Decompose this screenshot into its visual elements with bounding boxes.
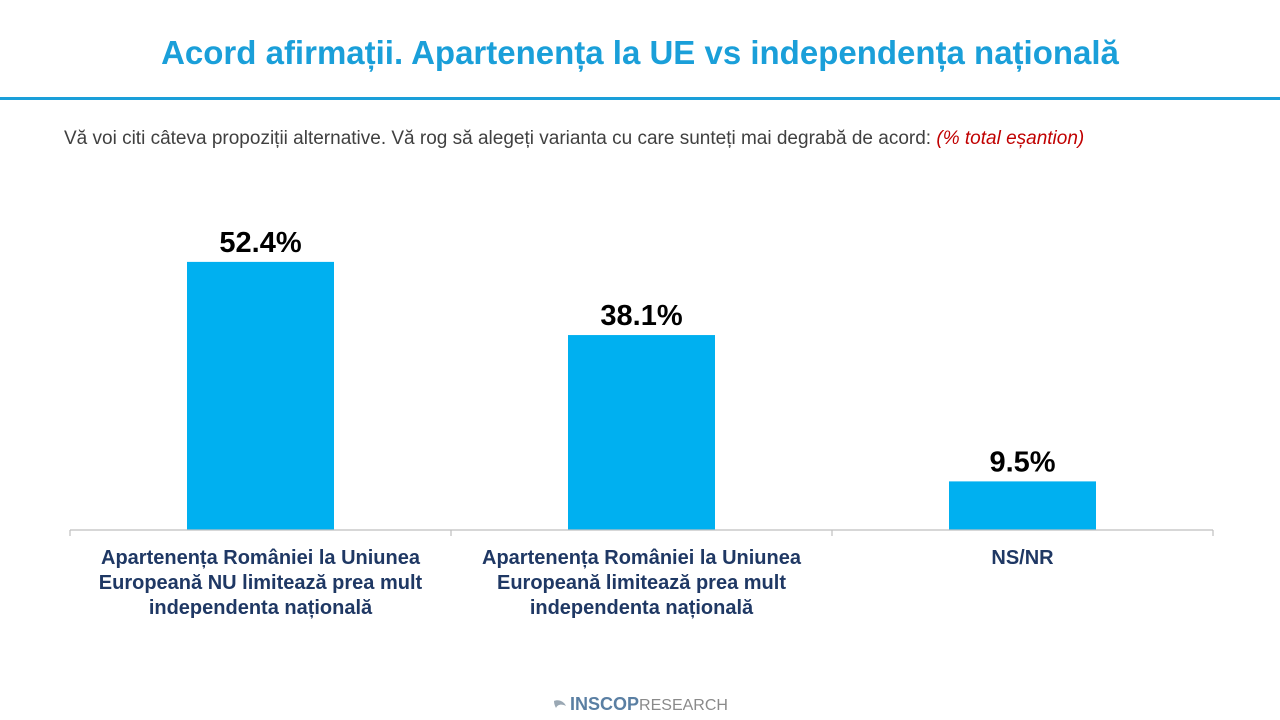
x-axis-ticks: [69, 530, 1214, 536]
bar-chart: 52.4% 38.1% 9.5%: [69, 227, 1214, 536]
bar-value-label-2: 9.5%: [989, 446, 1055, 478]
bar-value-label-1: 38.1%: [600, 300, 682, 332]
category-label-nu-limiteaza: Apartenența României la Uniunea European…: [98, 547, 423, 619]
question-prompt: Vă voi citi câteva propoziții alternativ…: [64, 128, 932, 149]
brand-suffix: RESEARCH: [639, 697, 728, 714]
category-label-limiteaza: Apartenența României la Uniunea European…: [482, 547, 801, 619]
value-labels-layer: 52.4% 38.1% 9.5%: [219, 227, 1055, 479]
chart-title: Acord afirmații. Apartenența la UE vs in…: [161, 34, 1119, 71]
title-divider: [0, 97, 1280, 100]
footer-logo: INSCOPRESEARCH: [0, 694, 1280, 715]
question-text: Vă voi citi câteva propoziții alternativ…: [64, 125, 1254, 152]
bars-layer: [187, 261, 1096, 530]
bar-0: [187, 261, 334, 530]
bar-2: [949, 481, 1096, 530]
category-label-ns-nr: NS/NR: [991, 547, 1054, 569]
bar-value-label-0: 52.4%: [219, 227, 301, 259]
bar-1: [568, 335, 715, 530]
inscop-logo-icon: [554, 700, 567, 709]
brand-name: INSCOP: [570, 694, 640, 714]
sample-note: (% total eșantion): [936, 128, 1085, 149]
